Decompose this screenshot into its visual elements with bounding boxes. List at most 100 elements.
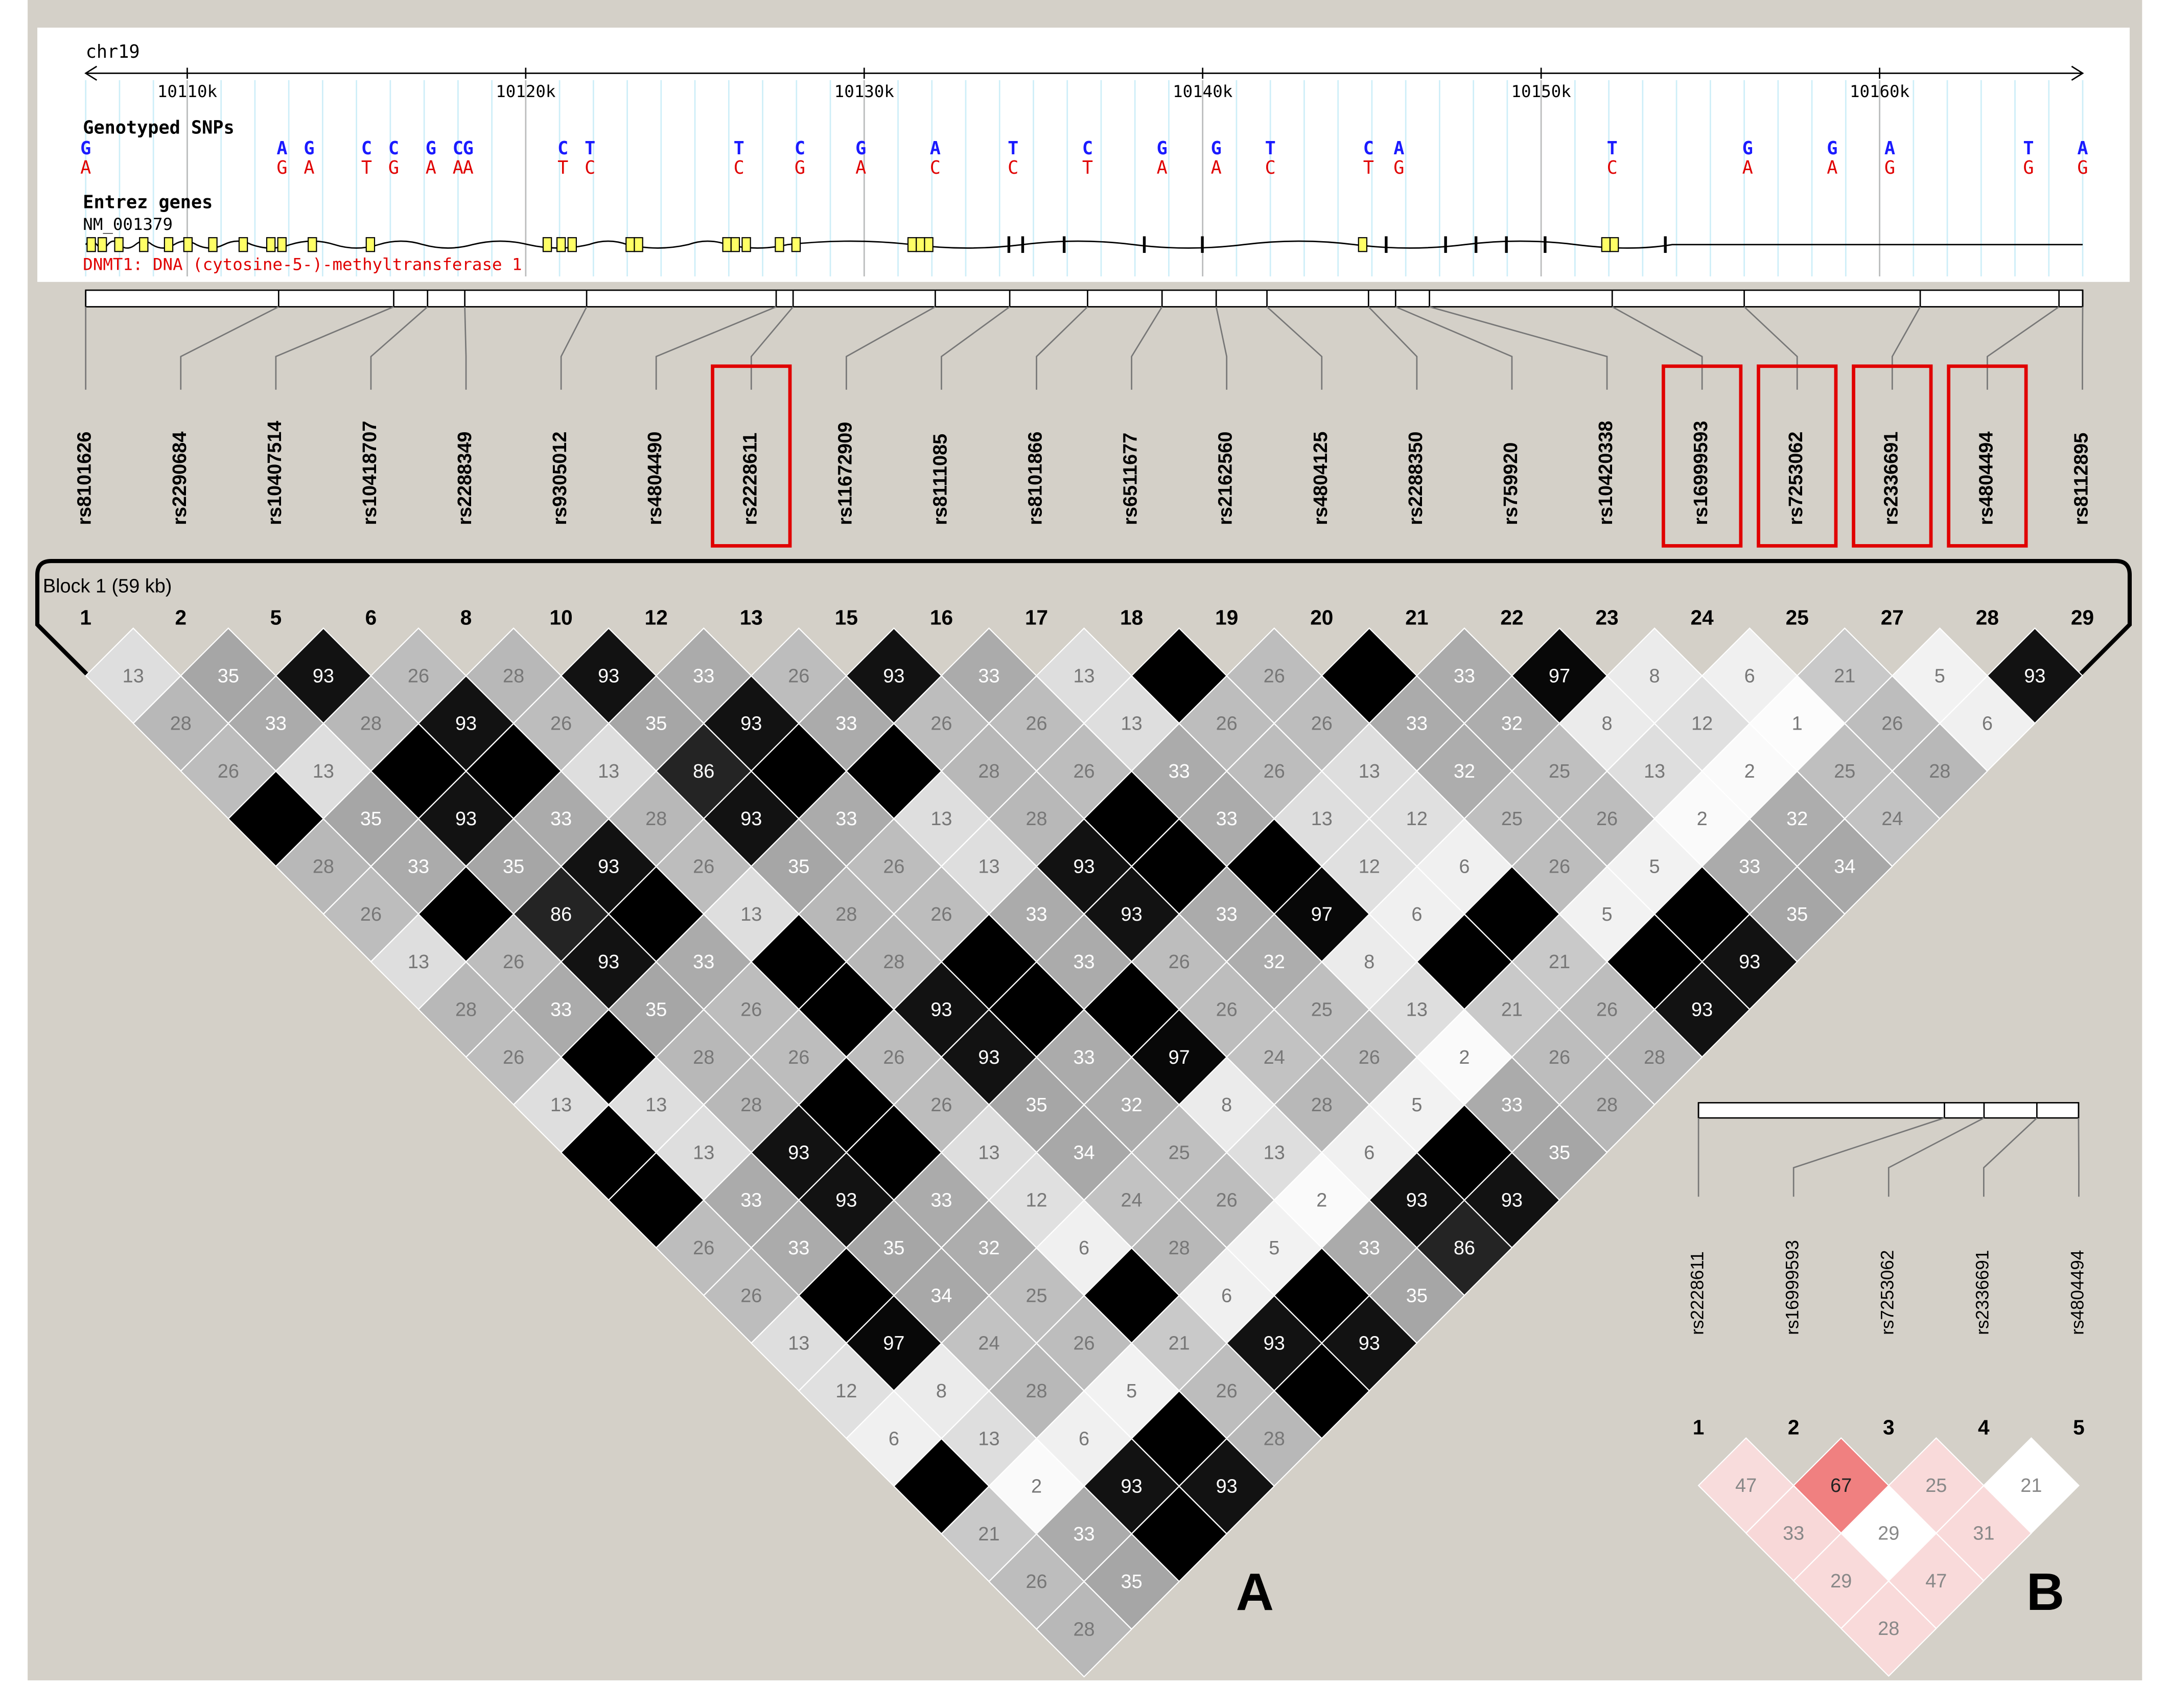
ld-value: 25 <box>1169 1142 1190 1163</box>
highlight-box <box>1662 364 1743 548</box>
allele-minor: A <box>304 157 314 178</box>
ld-value: 93 <box>740 808 762 830</box>
ld-value: 93 <box>455 808 477 830</box>
allele-major: C <box>388 138 399 159</box>
snp-name: rs10420338 <box>1595 421 1617 525</box>
allele-minor: A <box>80 157 91 178</box>
ld-value: 2 <box>1744 761 1755 782</box>
ld-value: 28 <box>170 713 192 735</box>
allele-minor: T <box>557 157 568 178</box>
ld-value: 32 <box>1786 808 1808 830</box>
ld-value: 33 <box>550 999 572 1020</box>
ld-value: 93 <box>1501 1190 1523 1211</box>
map-connector <box>1743 306 1798 390</box>
ld-value: 2 <box>1459 1047 1470 1068</box>
allele-major: G <box>304 138 314 159</box>
ld-value: 86 <box>1454 1237 1475 1259</box>
ld-value: 35 <box>1786 904 1808 925</box>
allele-major: G <box>855 138 866 159</box>
map-connector <box>846 306 936 390</box>
ld-value: 26 <box>788 1047 809 1068</box>
allele-minor: C <box>1607 157 1618 178</box>
allele-major: T <box>734 138 744 159</box>
map-connector <box>180 306 279 390</box>
x-tick-label: 10120k <box>496 82 556 101</box>
allele-major: T <box>1607 138 1618 159</box>
ld-value: 97 <box>1549 665 1570 687</box>
exon <box>634 237 643 252</box>
ld-value: 93 <box>1216 1476 1238 1498</box>
allele-major: A <box>1393 138 1404 159</box>
snp-number: 22 <box>1500 605 1523 629</box>
snp-number: 27 <box>1881 605 1904 629</box>
ld-value: 24 <box>1881 808 1903 830</box>
map-connector <box>1036 306 1088 390</box>
ld-value: 28 <box>1264 1428 1285 1449</box>
ld-value: 26 <box>1264 665 1285 687</box>
ld-value: 1 <box>1792 713 1803 735</box>
ld-value: 28 <box>693 1047 714 1068</box>
exon <box>791 237 801 252</box>
ld-value: 26 <box>218 761 239 782</box>
ld-value: 93 <box>978 1047 999 1068</box>
ld-value: 26 <box>1169 951 1190 973</box>
allele-major: T <box>1008 138 1018 159</box>
axis-arrows <box>84 65 2084 81</box>
ld-value: 33 <box>265 713 287 735</box>
x-tick-label: 10130k <box>834 82 895 101</box>
allele-minor: C <box>734 157 744 178</box>
ld-value: 26 <box>503 951 524 973</box>
snp-number: 20 <box>1310 605 1333 629</box>
ld-value: 33 <box>1454 665 1475 687</box>
snp-name: rs9305012 <box>549 432 571 525</box>
ld-value: 2 <box>1316 1190 1327 1211</box>
ld-value: 6 <box>1982 713 1993 735</box>
map-connector <box>1983 1117 2038 1197</box>
snp-number: 13 <box>740 605 763 629</box>
ld-value: 26 <box>1596 808 1618 830</box>
ld-value: 28 <box>1311 1094 1333 1116</box>
ld-value: 13 <box>693 1142 714 1163</box>
ld-value: 13 <box>978 1428 999 1449</box>
ld-value: 33 <box>1026 904 1047 925</box>
snp-name: rs2228611 <box>739 433 761 525</box>
ld-value: 24 <box>978 1333 999 1354</box>
map-connector <box>655 306 777 390</box>
ld-value: 26 <box>1216 999 1238 1020</box>
allele-minor: G <box>388 157 399 178</box>
allele-major: T <box>2023 138 2034 159</box>
highlight-box <box>711 364 792 548</box>
snp-name: rs8101866 <box>1025 432 1046 525</box>
ld-value: 29 <box>1878 1523 1899 1545</box>
ld-value: 28 <box>978 761 999 782</box>
ld-value: 31 <box>1973 1523 1994 1545</box>
exon <box>365 237 376 252</box>
ld-value: 28 <box>1026 808 1047 830</box>
ld-value: 8 <box>1364 951 1374 973</box>
snp-name: rs2162560 <box>1215 432 1237 525</box>
ld-value: 93 <box>313 665 334 687</box>
ld-value: 34 <box>1834 856 1855 878</box>
ld-value: 8 <box>1649 665 1660 687</box>
exon <box>238 237 248 252</box>
ld-value: 13 <box>740 904 762 925</box>
ld-value: 35 <box>788 856 809 878</box>
ld-value: 6 <box>1364 1142 1374 1163</box>
allele-major: G <box>1157 138 1168 159</box>
exons <box>86 236 1667 253</box>
ld-value: 35 <box>218 665 239 687</box>
panel-letter: A <box>1236 1562 1274 1621</box>
ld-value: 93 <box>1074 856 1095 878</box>
snp-name: rs2290684 <box>169 432 191 525</box>
ld-value: 93 <box>740 713 762 735</box>
allele-major: G <box>463 138 474 159</box>
map-bar <box>85 289 2084 308</box>
allele-major: A <box>1884 138 1895 159</box>
snp-name: rs16999593 <box>1782 1240 1802 1335</box>
exon <box>924 237 934 252</box>
ld-value: 86 <box>550 904 572 925</box>
map-connector <box>941 306 1010 390</box>
allele-major: C <box>1082 138 1093 159</box>
ld-value: 13 <box>1311 808 1333 830</box>
exon <box>277 237 287 252</box>
